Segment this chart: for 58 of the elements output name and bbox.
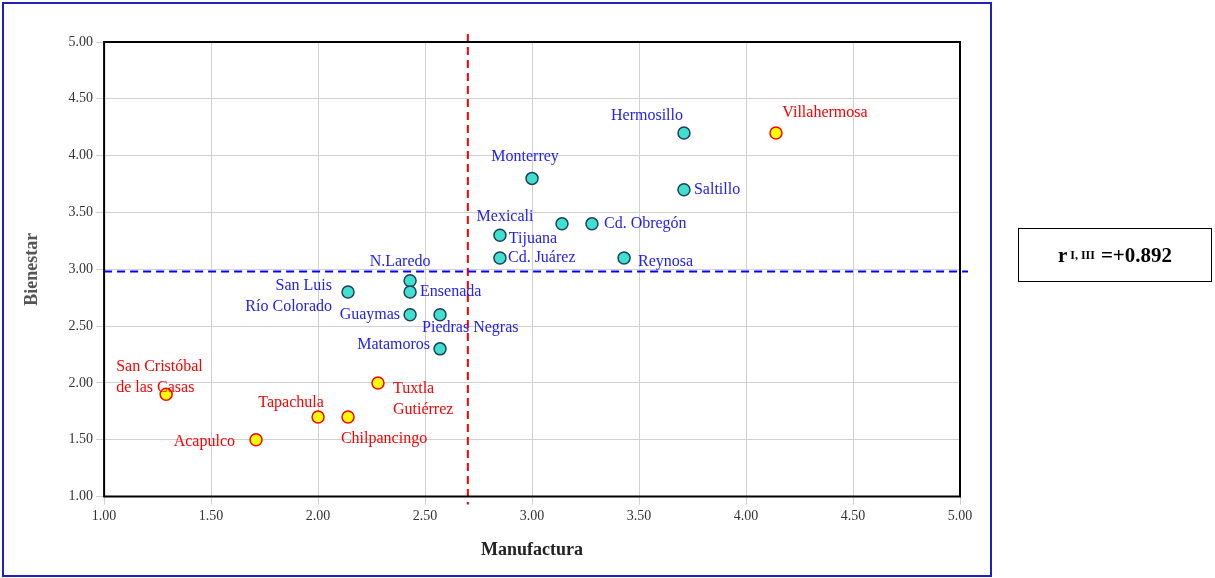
point bbox=[617, 251, 631, 265]
x-tick-label: 3.50 bbox=[626, 507, 652, 523]
y-tick-label: 2.50 bbox=[68, 317, 94, 333]
x-tick-label: 2.00 bbox=[305, 507, 331, 523]
point bbox=[311, 410, 325, 424]
annotation: Chilpancingo bbox=[340, 429, 428, 448]
annotation: Mexicali bbox=[476, 207, 534, 225]
x-tick-label: 1.50 bbox=[198, 507, 224, 523]
annotation: Piedras Negras bbox=[422, 317, 519, 336]
annotation: Monterrey bbox=[491, 146, 559, 165]
point bbox=[677, 126, 691, 140]
x-axis-title: Manufactura bbox=[481, 538, 584, 559]
point bbox=[341, 410, 355, 424]
x-tick-label: 5.00 bbox=[947, 507, 973, 523]
y-tick-label: 4.50 bbox=[68, 90, 94, 106]
annotation: San Cristóbal de las Casas bbox=[116, 356, 204, 395]
point bbox=[769, 126, 783, 140]
point bbox=[585, 217, 599, 231]
annotation: Tapachula bbox=[258, 393, 324, 412]
annotation: Tuxtla Gutiérrez bbox=[392, 379, 454, 418]
annotation: Villahermosa bbox=[782, 103, 868, 121]
annotation: San Luis Río Colorado bbox=[245, 276, 333, 315]
annotation: Saltillo bbox=[693, 179, 741, 197]
annotation: Cd. Obregón bbox=[603, 214, 687, 233]
x-tick-label: 1.00 bbox=[91, 507, 117, 523]
x-tick-label: 2.50 bbox=[412, 507, 438, 523]
annotation: Matamoros bbox=[357, 335, 431, 353]
y-axis-title: Bienestar bbox=[21, 232, 42, 306]
annotation: Acapulco bbox=[173, 431, 236, 450]
annotation: Reynosa bbox=[638, 252, 694, 271]
point bbox=[341, 285, 355, 299]
point bbox=[677, 183, 691, 197]
point bbox=[403, 285, 417, 299]
point bbox=[493, 228, 507, 242]
y-tick-label: 3.50 bbox=[68, 204, 94, 220]
point bbox=[403, 308, 417, 322]
y-tick-label: 1.00 bbox=[68, 488, 94, 504]
annotation: Cd. Juárez bbox=[507, 248, 576, 266]
point bbox=[433, 342, 447, 356]
y-tick-label: 1.50 bbox=[68, 431, 94, 447]
point bbox=[403, 273, 417, 288]
point bbox=[249, 433, 263, 447]
x-tick-label: 4.50 bbox=[840, 507, 866, 523]
point bbox=[525, 171, 539, 186]
annotation: Guaymas bbox=[339, 304, 401, 323]
point bbox=[555, 217, 569, 231]
y-tick-label: 4.00 bbox=[68, 147, 94, 163]
x-tick-label: 4.00 bbox=[733, 507, 759, 523]
annotation: Hermosillo bbox=[610, 106, 683, 124]
x-tick-label: 3.00 bbox=[519, 507, 545, 523]
point bbox=[493, 251, 507, 265]
y-tick-label: 5.00 bbox=[68, 33, 94, 49]
point bbox=[371, 376, 385, 390]
y-tick-label: 3.00 bbox=[68, 260, 94, 276]
annotation: Ensenada bbox=[420, 282, 482, 300]
annotation: N.Laredo bbox=[369, 251, 431, 269]
y-tick-label: 2.00 bbox=[68, 374, 94, 390]
annotation: Tijuana bbox=[508, 229, 558, 248]
